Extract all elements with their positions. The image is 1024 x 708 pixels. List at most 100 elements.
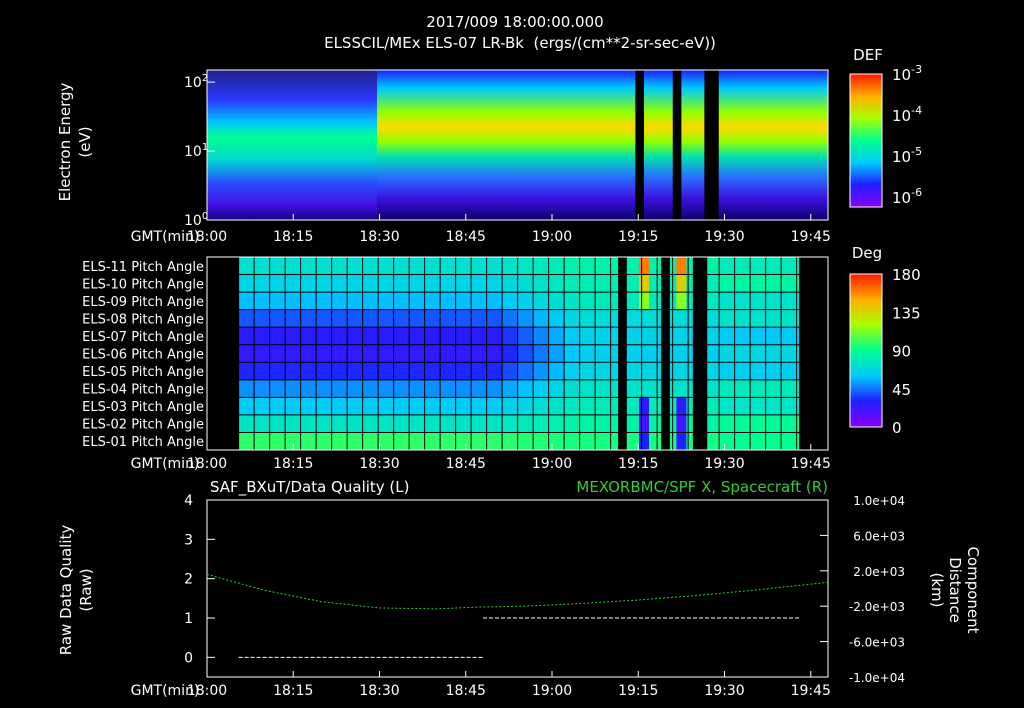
data-gap	[672, 70, 682, 220]
pitch-angle-cell	[331, 414, 348, 433]
pitch-angle-cell	[238, 344, 255, 363]
pitch-angle-hotspot	[639, 397, 649, 415]
pitch-angle-cell	[719, 414, 735, 433]
pitch-angle-cell	[502, 327, 518, 345]
pitch-angle-row-label: ELS-07 Pitch Angle	[82, 330, 204, 345]
pitch-angle-cell	[300, 327, 317, 345]
pitch-angle-cell	[300, 432, 317, 450]
pitch-angle-cell	[486, 327, 503, 345]
right-y-tick-label: -1.0e+04	[849, 671, 905, 685]
spectrogram-ylabel-line2: (eV)	[76, 126, 94, 157]
pitch-angle-cell	[765, 327, 782, 345]
pitch-angle-cell	[378, 327, 394, 345]
pitch-angle-hotspot	[639, 432, 649, 450]
pitch-angle-cell	[378, 362, 394, 380]
pitch-angle-cell	[393, 344, 410, 363]
x-tick-label: 18:30	[359, 229, 399, 245]
pitch-angle-cell	[579, 397, 596, 415]
pitch-angle-cell	[626, 397, 642, 415]
pitch-angle-cell	[409, 362, 425, 380]
pitch-angle-panel: ELS-11 Pitch Angle ELS-10 Pitch Angle ELS-…	[82, 256, 831, 472]
pitch-angle-cell	[781, 257, 797, 275]
pitch-angle-cell	[781, 344, 797, 363]
pitch-angle-cell	[362, 257, 379, 275]
right-axis-label-line3: (km)	[928, 572, 946, 607]
pitch-angle-cell	[471, 292, 487, 310]
pitch-angle-cell	[455, 362, 472, 380]
pitch-angle-cell	[765, 379, 782, 398]
pitch-angle-cell	[796, 309, 800, 328]
pitch-angle-cell	[641, 344, 658, 363]
pitch-angle-cell	[285, 327, 301, 345]
pitch-angle-cell	[579, 292, 596, 310]
pitch-angle-cell	[564, 327, 580, 345]
pitch-angle-cell	[734, 432, 751, 450]
pitch-angle-cell	[765, 397, 782, 415]
pitch-angle-cell	[719, 292, 735, 310]
pitch-angle-cell	[703, 379, 720, 398]
pitch-angle-cell	[734, 344, 751, 363]
pitch-angle-cell	[269, 327, 286, 345]
pitch-angle-cell	[300, 309, 317, 328]
pitch-angle-cell	[564, 344, 580, 363]
pitch-angle-cell	[595, 414, 611, 433]
pitch-angle-cell	[719, 327, 735, 345]
pitch-angle-cell	[548, 309, 565, 328]
pitch-angle-cell	[533, 327, 549, 345]
pitch-angle-row-label: ELS-01 Pitch Angle	[82, 435, 204, 450]
pitch-angle-cell	[533, 379, 549, 398]
pitch-angle-cell	[471, 362, 487, 380]
pitch-angle-hotspot	[676, 257, 687, 275]
pitch-angle-cell	[331, 327, 348, 345]
pitch-angle-cell	[471, 257, 487, 275]
pitch-angle-row-label: ELS-04 Pitch Angle	[82, 383, 204, 398]
pitch-angle-cell	[750, 327, 766, 345]
pitch-angle-cell	[486, 379, 503, 398]
right-axis-label-line1: Component	[964, 546, 982, 633]
pitch-angle-cell	[796, 274, 800, 293]
pitch-angle-hotspot	[676, 274, 687, 293]
pitch-angle-cell	[517, 257, 534, 275]
pitch-angle-cell	[548, 344, 565, 363]
pitch-angle-cell	[254, 432, 270, 450]
left-axis-label-line1: Raw Data Quality	[57, 525, 75, 656]
x-tick-label: 19:15	[618, 683, 658, 699]
pitch-angle-cell	[781, 309, 797, 328]
pitch-angle-cell	[300, 274, 317, 293]
pitch-angle-cell	[455, 292, 472, 310]
pitch-angle-cell	[254, 327, 270, 345]
pitch-angle-cell	[471, 379, 487, 398]
pitch-angle-cell	[362, 397, 379, 415]
plot-subtitle: ELSSCIL/MEx ELS-07 LR-Bk (ergs/(cm**2-sr…	[324, 34, 716, 52]
pitch-angle-cell	[734, 274, 751, 293]
pitch-angle-cell	[393, 309, 410, 328]
pitch-angle-cell	[672, 344, 689, 363]
pitch-angle-cell	[595, 292, 611, 310]
pitch-angle-cell	[626, 274, 642, 293]
pitch-angle-cell	[440, 274, 456, 293]
pitch-angle-cell	[300, 292, 317, 310]
pitch-angle-cell	[455, 379, 472, 398]
pitch-angle-cell	[703, 292, 720, 310]
pitch-angle-hotspot	[676, 432, 687, 450]
pitch-angle-cell	[719, 274, 735, 293]
pitch-angle-cell	[393, 327, 410, 345]
pitch-angle-cell	[238, 362, 255, 380]
pitch-angle-row-label: ELS-10 Pitch Angle	[82, 277, 204, 292]
deg-colorbar-title: Deg	[852, 244, 882, 262]
pitch-angle-cell	[672, 379, 689, 398]
pitch-angle-cell	[409, 414, 425, 433]
pitch-angle-cell	[393, 292, 410, 310]
deg-colorbar-label: 135	[892, 304, 921, 322]
pitch-angle-cell	[781, 414, 797, 433]
pitch-angle-cell	[300, 257, 317, 275]
line-plot-frame	[206, 499, 829, 678]
pitch-angle-cell	[595, 309, 611, 328]
pitch-angle-cell	[517, 309, 534, 328]
pitch-angle-cell	[254, 362, 270, 380]
pitch-angle-cell	[238, 397, 255, 415]
pitch-angle-cell	[285, 257, 301, 275]
pitch-angle-cell	[378, 257, 394, 275]
pitch-angle-cell	[347, 414, 363, 433]
pitch-angle-cell	[424, 257, 441, 275]
